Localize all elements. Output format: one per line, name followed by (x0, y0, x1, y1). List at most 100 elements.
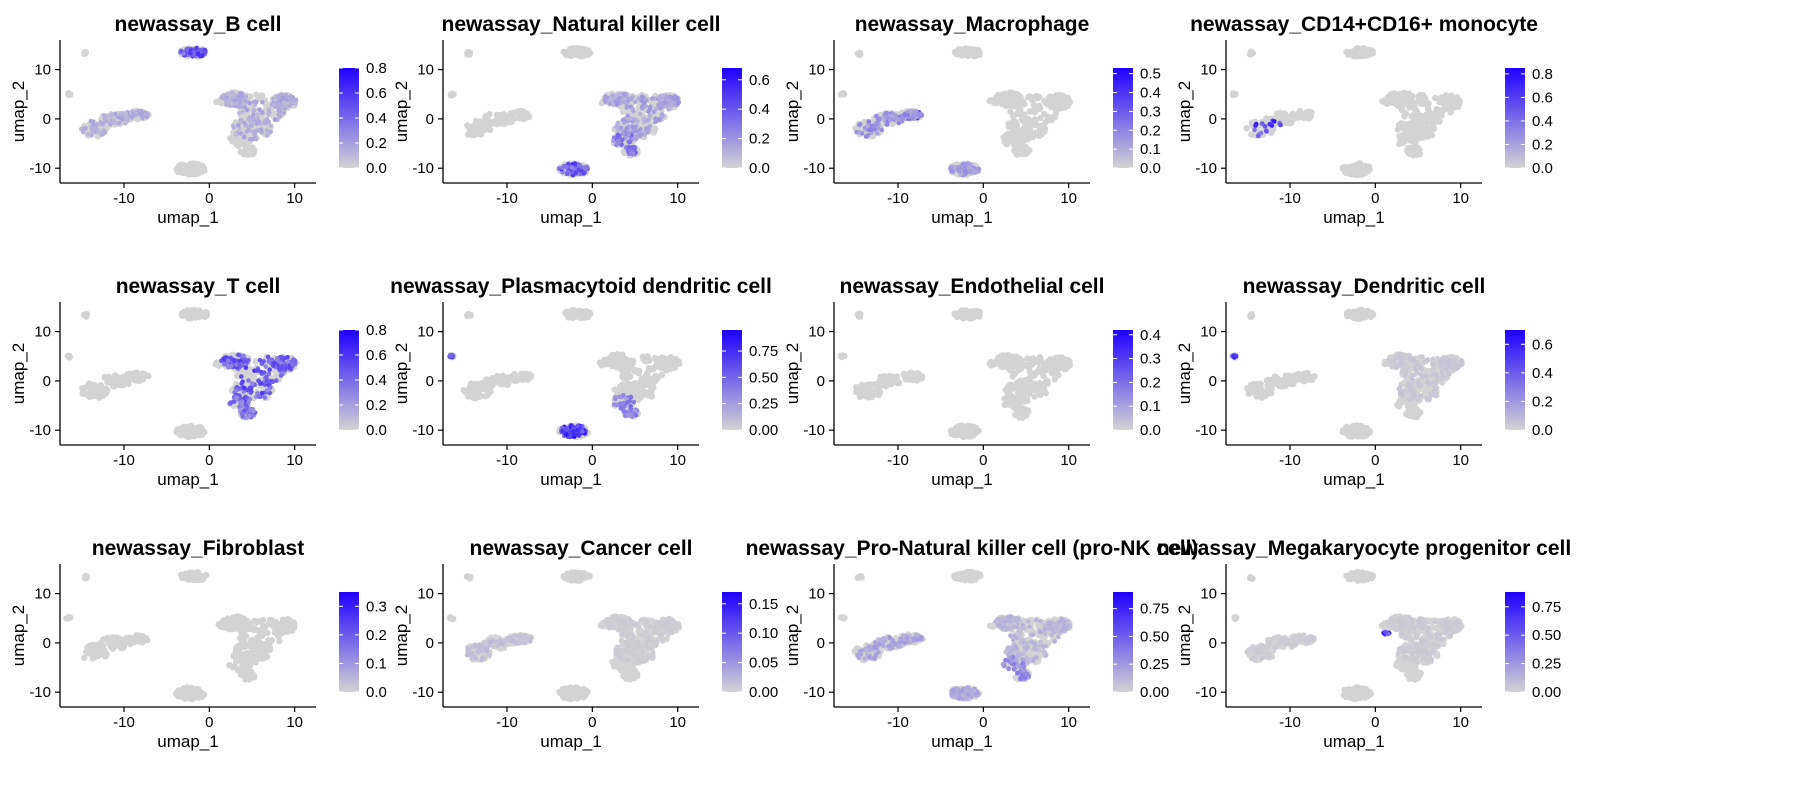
cell-point-expressing (240, 411, 245, 417)
panel-title: newassay_CD14+CD16+ monocyte (1190, 13, 1538, 36)
cell-point-expressing (225, 91, 230, 96)
cell-point (468, 390, 476, 397)
cell-point (969, 48, 976, 56)
cell-point (485, 124, 492, 131)
cell-point-expressing (243, 365, 249, 371)
panel-title: newassay_T cell (116, 275, 281, 298)
cell-point-expressing (251, 112, 256, 117)
y-tick-label: 0 (43, 111, 51, 128)
cell-point-expressing (292, 98, 297, 103)
cell-point-expressing (277, 114, 283, 119)
cell-point-expressing (244, 107, 250, 113)
cell-point (1454, 103, 1462, 110)
cell-point (1421, 113, 1429, 121)
cell-point-expressing (100, 121, 106, 126)
point-cloud (65, 45, 299, 178)
cell-point-expressing (264, 132, 270, 138)
color-scale-label: 0.6 (366, 347, 387, 364)
cell-point (464, 122, 471, 129)
cell-point-expressing (268, 123, 273, 129)
cell-point (511, 374, 519, 382)
cell-point-expressing (634, 133, 640, 139)
cell-point (1015, 144, 1023, 151)
cell-point (129, 370, 137, 378)
cell-point (1014, 96, 1022, 103)
cell-point-expressing (661, 93, 666, 98)
color-scale-label: 0.4 (366, 110, 387, 127)
cell-point (478, 380, 485, 387)
cell-point-expressing (231, 125, 236, 130)
cell-point (197, 167, 204, 174)
point-cloud (837, 45, 1074, 178)
cell-point (235, 135, 242, 142)
cell-point (676, 360, 683, 368)
cell-point-expressing (633, 124, 638, 130)
cell-point (1032, 129, 1040, 137)
cell-point (1339, 165, 1347, 172)
cell-point-expressing (645, 129, 650, 135)
cell-point (1441, 106, 1449, 113)
cell-point-expressing (275, 104, 281, 109)
cell-point (136, 377, 143, 385)
cell-point (176, 427, 183, 434)
cell-point-expressing (630, 106, 635, 112)
cell-point-expressing (1269, 123, 1275, 128)
cell-point-expressing (564, 171, 570, 177)
cell-point (252, 358, 259, 365)
cell-point-expressing (227, 98, 232, 103)
cell-point (610, 354, 618, 362)
cell-point (475, 120, 483, 127)
cell-point-expressing (647, 106, 653, 111)
cell-point-expressing (123, 121, 128, 126)
cell-point (183, 424, 190, 432)
cell-point (624, 384, 631, 392)
cell-point-expressing (234, 100, 239, 106)
cell-point (1024, 148, 1032, 155)
cell-point (1357, 170, 1364, 177)
cell-point-expressing (651, 109, 657, 114)
cell-point-expressing (246, 378, 251, 383)
cell-point (1354, 162, 1361, 169)
cell-point-expressing (854, 129, 859, 135)
cell-point-expressing (246, 116, 251, 121)
cell-point-expressing (639, 98, 644, 103)
cell-point-expressing (264, 378, 270, 384)
cell-point-expressing (259, 361, 265, 367)
cell-point-expressing (113, 111, 118, 116)
cell-point (1435, 109, 1442, 117)
cell-point-expressing (267, 367, 273, 372)
feature-panel-3: newassay_CD14+CD16+ monocyte-10 0 10-10010… (1175, 13, 1553, 227)
cell-point (462, 389, 470, 396)
cell-point (1040, 110, 1048, 118)
cell-point-expressing (865, 133, 871, 138)
cell-point-expressing (260, 110, 265, 115)
x-tick-label: -10 (1279, 190, 1301, 207)
cell-point-expressing (272, 117, 278, 122)
cell-point (1391, 90, 1398, 97)
cell-point (177, 168, 184, 176)
cell-point (652, 125, 659, 132)
cell-point (1408, 113, 1415, 120)
color-scale-label: 0.4 (749, 101, 770, 118)
color-scale-bar (1505, 68, 1525, 168)
cell-point-expressing (1258, 130, 1264, 136)
cell-point-expressing (251, 99, 257, 104)
cell-point-expressing (632, 144, 638, 150)
cell-point (1011, 130, 1018, 137)
color-scale-label: 0.8 (1532, 66, 1553, 83)
x-axis-label: umap_1 (157, 208, 218, 227)
feature-panel-5: newassay_Plasmacytoid dendritic cell-10 0… (390, 275, 778, 489)
x-tick-label: 10 (1452, 190, 1469, 207)
x-tick-label: 10 (286, 452, 303, 469)
feature-panel-4: newassay_T cell-10 0 10-10010umap_1umap_20… (9, 275, 387, 489)
x-tick-label: -10 (113, 190, 135, 207)
color-scale-label: 0.0 (1532, 160, 1553, 177)
cell-point (191, 309, 199, 317)
cell-point (66, 91, 73, 98)
cell-point (89, 391, 96, 398)
x-tick-label: 0 (205, 190, 213, 207)
cell-point-expressing (222, 361, 227, 367)
cell-point-expressing (249, 381, 255, 386)
cell-point (79, 390, 86, 397)
